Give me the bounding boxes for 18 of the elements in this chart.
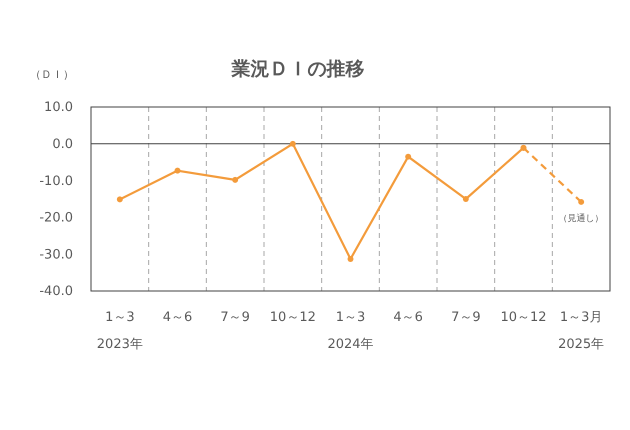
y-tick-label: -40.0 [39, 284, 73, 300]
x-tick-label: 1～3 2024年 [327, 310, 374, 352]
x-tick-label: 10～12 [500, 310, 547, 325]
x-tick-label: 7～9 [451, 310, 481, 325]
x-tick-label: 1～3月 2025年 [558, 310, 604, 352]
x-tick-label: 10～12 [270, 310, 316, 325]
x-tick-label: 1～3 2023年 [96, 310, 143, 352]
y-tick-label: -20.0 [39, 210, 73, 226]
y-tick-label: 0.0 [52, 136, 73, 152]
y-tick-label: -30.0 [39, 247, 73, 262]
y-tick-label: 10.0 [44, 100, 73, 116]
x-tick-label: 7～9 [220, 310, 250, 325]
y-axis-title: （ＤＩ） [30, 68, 74, 81]
annotation: （見通し） [558, 212, 604, 224]
y-tick-label: -10.0 [39, 174, 73, 189]
chart-title: 業況ＤＩの推移 [230, 58, 364, 80]
x-tick-label: 4～6 [162, 310, 192, 325]
x-tick-label: 4～6 [393, 310, 423, 325]
